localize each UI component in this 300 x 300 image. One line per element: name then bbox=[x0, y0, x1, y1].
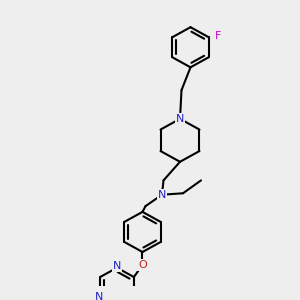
Text: F: F bbox=[214, 31, 221, 41]
Text: N: N bbox=[176, 114, 184, 124]
Text: N: N bbox=[113, 261, 121, 271]
Text: O: O bbox=[138, 260, 147, 270]
Text: N: N bbox=[94, 292, 103, 300]
Text: N: N bbox=[158, 190, 166, 200]
